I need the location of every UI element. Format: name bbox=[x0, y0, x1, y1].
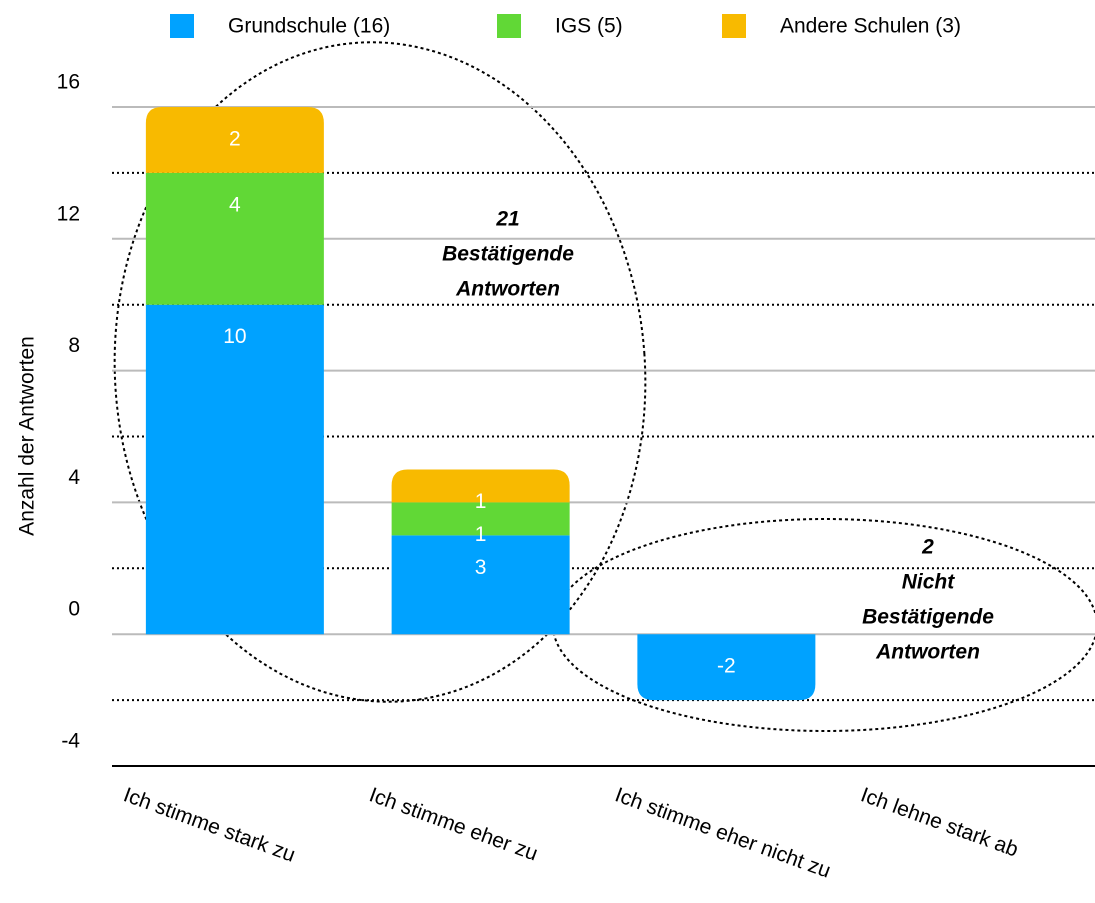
data-label: 3 bbox=[475, 556, 487, 579]
y-tick-label: 16 bbox=[57, 71, 80, 94]
annotation: Bestätigende bbox=[862, 606, 994, 629]
data-label: 1 bbox=[475, 490, 487, 513]
annotation: Antworten bbox=[455, 278, 560, 301]
annotation: Bestätigende bbox=[442, 243, 574, 266]
legend-label: Andere Schulen (3) bbox=[780, 15, 961, 38]
y-tick-label: 0 bbox=[68, 598, 80, 621]
annotation: 2 bbox=[921, 536, 934, 559]
bar-segment bbox=[637, 634, 816, 701]
annotation: Antworten bbox=[875, 641, 980, 664]
y-tick-label: 12 bbox=[57, 202, 80, 225]
data-label: 4 bbox=[229, 193, 241, 216]
bar-segment bbox=[391, 502, 570, 536]
y-axis-label: Anzahl der Antworten bbox=[16, 336, 39, 536]
bar-segment bbox=[391, 535, 570, 635]
legend-swatch bbox=[722, 14, 746, 38]
legend-label: Grundschule (16) bbox=[228, 15, 390, 38]
group-ellipse bbox=[113, 41, 647, 703]
data-label: -2 bbox=[717, 655, 736, 678]
legend-swatch bbox=[170, 14, 194, 38]
data-label: 10 bbox=[223, 325, 246, 348]
annotation: Nicht bbox=[902, 571, 956, 594]
y-tick-label: 8 bbox=[68, 334, 80, 357]
y-tick-label: -4 bbox=[61, 730, 80, 753]
bar-segment bbox=[145, 172, 324, 305]
x-tick-label: Ich stimme stark zu bbox=[120, 783, 298, 866]
data-label: 2 bbox=[229, 128, 241, 151]
bar-segment bbox=[145, 304, 324, 635]
bar-segment bbox=[391, 469, 570, 503]
y-tick-label: 4 bbox=[68, 466, 80, 489]
x-tick-label: Ich stimme eher zu bbox=[366, 783, 541, 865]
legend-label: IGS (5) bbox=[555, 15, 623, 38]
bar-segment bbox=[145, 107, 324, 173]
annotation: 21 bbox=[495, 208, 519, 231]
x-tick-label: Ich stimme eher nicht zu bbox=[612, 783, 834, 882]
legend-swatch bbox=[497, 14, 521, 38]
x-tick-label: Ich lehne stark ab bbox=[858, 783, 1022, 861]
data-label: 1 bbox=[475, 523, 487, 546]
